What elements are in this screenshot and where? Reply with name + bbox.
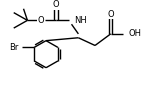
Text: O: O bbox=[53, 0, 59, 9]
Text: Br: Br bbox=[9, 43, 18, 52]
Text: OH: OH bbox=[128, 29, 141, 38]
Text: O: O bbox=[38, 16, 44, 25]
Text: NH: NH bbox=[74, 16, 87, 25]
Text: O: O bbox=[107, 10, 114, 19]
